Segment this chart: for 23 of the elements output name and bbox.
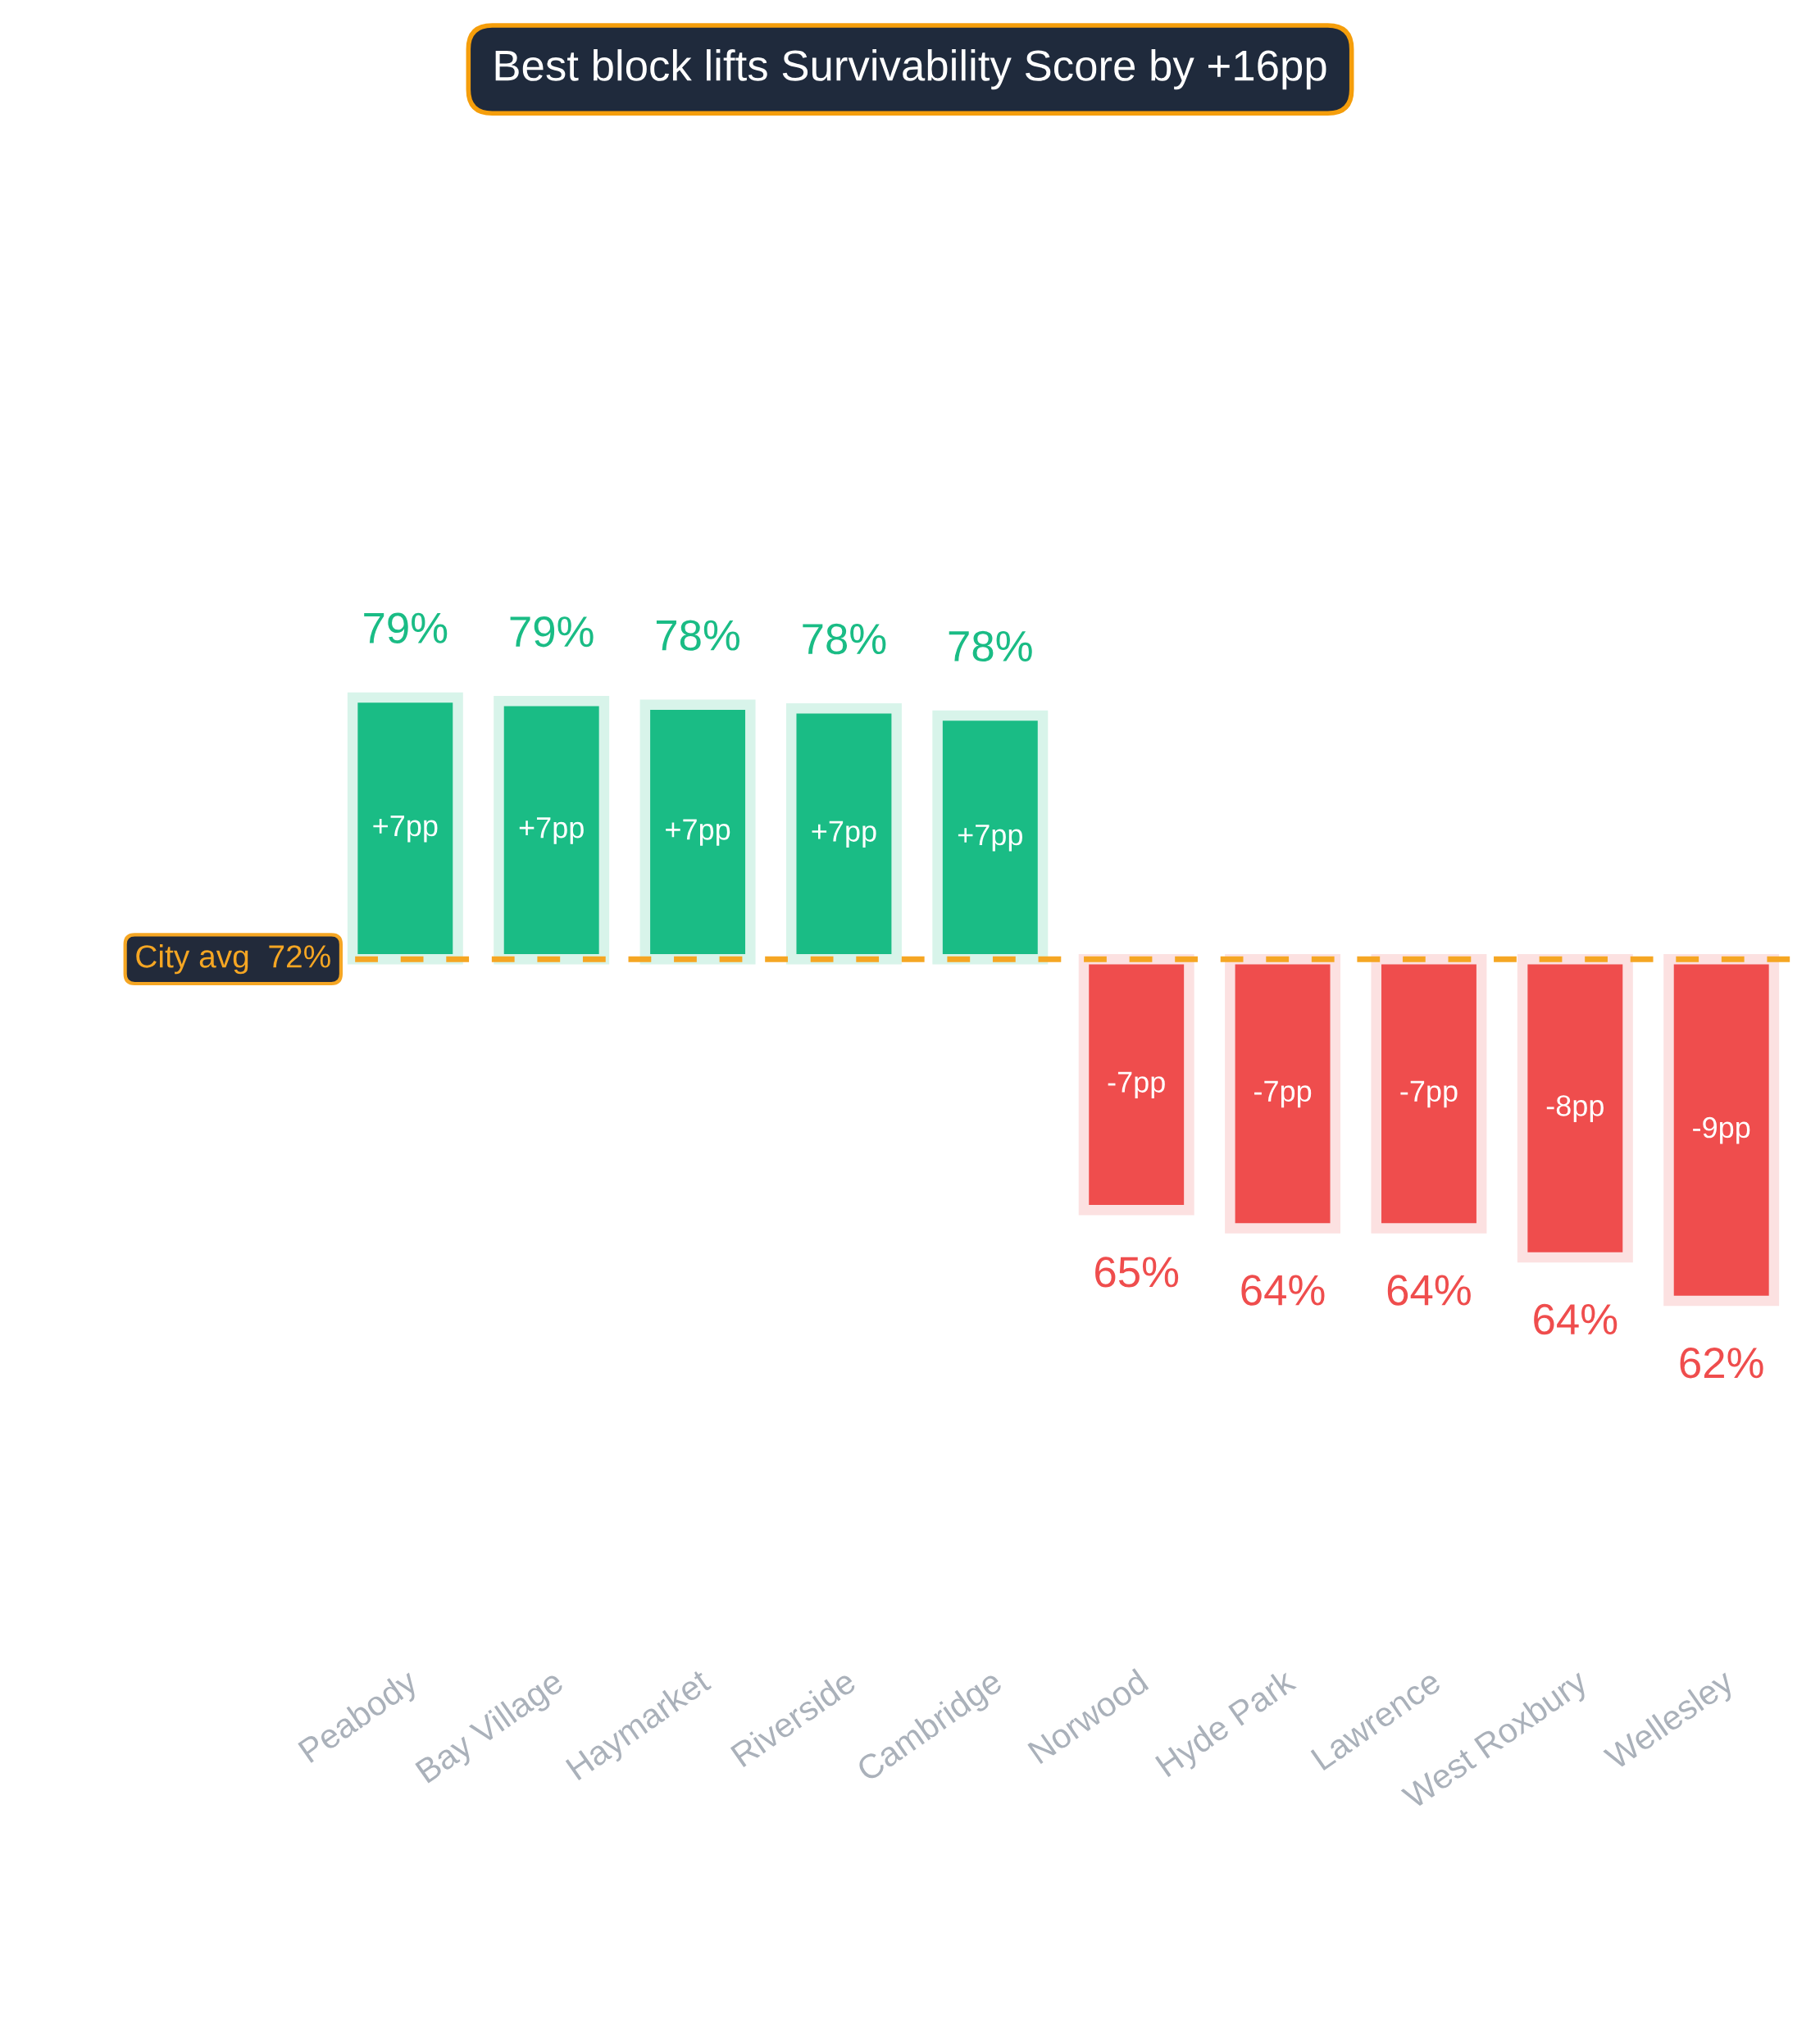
annotation: 64%: [1241, 1275, 1325, 1306]
data-label: -7pp: [1254, 1080, 1312, 1108]
text: 64%: [1534, 1303, 1618, 1335]
data-label: +7pp: [958, 825, 1022, 852]
text: 79%: [510, 616, 594, 648]
data-label: -7pp: [1108, 1071, 1165, 1099]
text: 62%: [1680, 1348, 1763, 1379]
data-label: -7pp: [1400, 1080, 1458, 1108]
data-label: -8pp: [1546, 1095, 1604, 1122]
text: 79%: [364, 612, 448, 643]
data-label: +7pp: [812, 820, 876, 848]
data-label: +7pp: [519, 817, 584, 844]
data-label: -9pp: [1693, 1116, 1750, 1144]
annotation: 65%: [1095, 1257, 1179, 1288]
data-label: +7pp: [666, 819, 730, 846]
annotation: 64%: [1387, 1275, 1471, 1306]
x-tick-label: Hyde Park: [1154, 1666, 1301, 1784]
ref-line-label: City avg 72%: [136, 944, 330, 975]
text: 78%: [803, 623, 886, 655]
data-label: +7pp: [373, 816, 438, 843]
chart-title: Best block lifts Survivability Score by +16pp: [495, 49, 1326, 90]
text: 78%: [656, 620, 740, 651]
text: 78%: [949, 630, 1032, 662]
